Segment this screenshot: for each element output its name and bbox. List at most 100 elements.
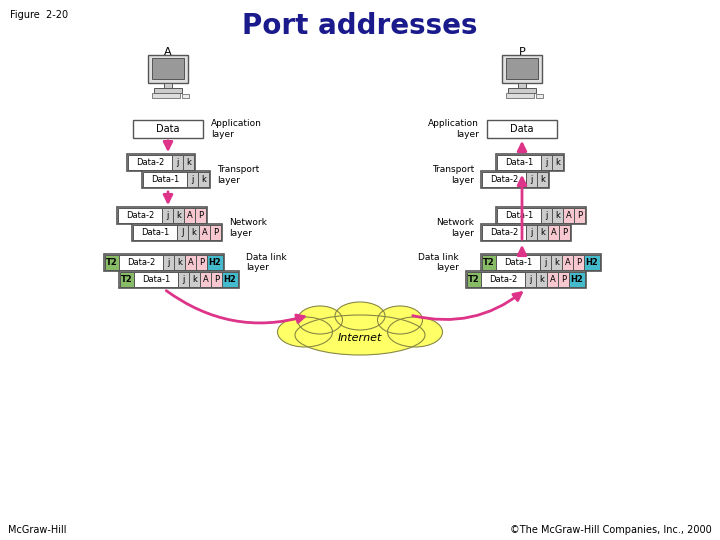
- Text: A: A: [564, 258, 570, 267]
- Bar: [119, 271, 239, 288]
- Bar: [536, 272, 547, 287]
- Bar: [508, 88, 536, 93]
- Bar: [185, 255, 196, 270]
- Bar: [496, 154, 564, 171]
- Bar: [541, 155, 552, 170]
- Bar: [551, 255, 562, 270]
- Bar: [536, 94, 543, 98]
- Bar: [173, 208, 184, 223]
- Bar: [222, 272, 238, 287]
- Bar: [134, 272, 178, 287]
- Bar: [558, 272, 569, 287]
- Text: k: k: [192, 275, 197, 284]
- Text: P: P: [518, 47, 526, 57]
- Bar: [163, 255, 174, 270]
- Bar: [574, 208, 585, 223]
- Text: Figure  2-20: Figure 2-20: [10, 10, 68, 20]
- Text: j: j: [182, 275, 185, 284]
- Bar: [198, 172, 209, 187]
- Bar: [482, 225, 526, 240]
- Text: T2: T2: [121, 275, 133, 284]
- Text: J: J: [181, 228, 184, 237]
- Text: Network
layer: Network layer: [436, 218, 474, 238]
- Bar: [117, 207, 207, 224]
- Text: k: k: [554, 258, 559, 267]
- Bar: [172, 155, 183, 170]
- Text: Data-1: Data-1: [141, 228, 169, 237]
- Text: Data link
layer: Data link layer: [418, 253, 459, 272]
- Bar: [496, 255, 540, 270]
- Bar: [207, 255, 223, 270]
- Bar: [497, 208, 541, 223]
- Bar: [466, 271, 586, 288]
- Bar: [547, 272, 558, 287]
- Bar: [526, 225, 537, 240]
- Text: Transport
layer: Transport layer: [217, 165, 259, 185]
- Ellipse shape: [297, 306, 343, 334]
- Text: P: P: [213, 228, 218, 237]
- Text: j: j: [167, 258, 170, 267]
- Text: k: k: [176, 211, 181, 220]
- Text: H2: H2: [571, 275, 583, 284]
- Text: j: j: [176, 158, 179, 167]
- Text: P: P: [577, 211, 582, 220]
- Text: A: A: [188, 258, 194, 267]
- Bar: [184, 208, 195, 223]
- Text: Network
layer: Network layer: [229, 218, 267, 238]
- Bar: [481, 254, 601, 271]
- Text: T2: T2: [468, 275, 480, 284]
- Bar: [133, 225, 177, 240]
- Bar: [187, 172, 198, 187]
- Text: Data: Data: [510, 124, 534, 134]
- Bar: [548, 225, 559, 240]
- Bar: [127, 154, 195, 171]
- Text: A: A: [186, 211, 192, 220]
- Bar: [133, 120, 203, 138]
- Text: P: P: [198, 211, 203, 220]
- Text: ©The McGraw-Hill Companies, Inc., 2000: ©The McGraw-Hill Companies, Inc., 2000: [510, 525, 712, 535]
- Bar: [518, 83, 526, 88]
- Bar: [482, 255, 496, 270]
- Bar: [132, 224, 222, 241]
- Text: j: j: [544, 258, 546, 267]
- Bar: [196, 255, 207, 270]
- Bar: [506, 58, 538, 79]
- Text: Data-2: Data-2: [490, 228, 518, 237]
- Ellipse shape: [295, 315, 425, 355]
- Bar: [559, 225, 570, 240]
- Text: P: P: [199, 258, 204, 267]
- Text: T2: T2: [106, 258, 118, 267]
- Bar: [506, 93, 534, 98]
- Text: Data-2: Data-2: [489, 275, 517, 284]
- Text: P: P: [214, 275, 219, 284]
- Bar: [563, 208, 574, 223]
- Bar: [199, 225, 210, 240]
- Text: P: P: [561, 275, 566, 284]
- Bar: [118, 208, 162, 223]
- Bar: [481, 272, 525, 287]
- Text: H2: H2: [224, 275, 236, 284]
- Text: McGraw-Hill: McGraw-Hill: [8, 525, 66, 535]
- Bar: [154, 88, 182, 93]
- Text: j: j: [545, 158, 548, 167]
- Bar: [552, 208, 563, 223]
- Bar: [164, 83, 172, 88]
- Bar: [573, 255, 584, 270]
- Bar: [487, 120, 557, 138]
- Text: j: j: [192, 175, 194, 184]
- Bar: [174, 255, 185, 270]
- Bar: [525, 272, 536, 287]
- Bar: [537, 172, 548, 187]
- Text: Data-1: Data-1: [505, 158, 533, 167]
- Bar: [152, 93, 180, 98]
- Bar: [152, 58, 184, 79]
- Bar: [120, 272, 134, 287]
- Text: H2: H2: [209, 258, 221, 267]
- Bar: [210, 225, 221, 240]
- Text: j: j: [529, 275, 531, 284]
- Text: Data-2: Data-2: [126, 211, 154, 220]
- Bar: [148, 55, 188, 83]
- Bar: [119, 255, 163, 270]
- Text: Data-1: Data-1: [151, 175, 179, 184]
- Bar: [496, 207, 586, 224]
